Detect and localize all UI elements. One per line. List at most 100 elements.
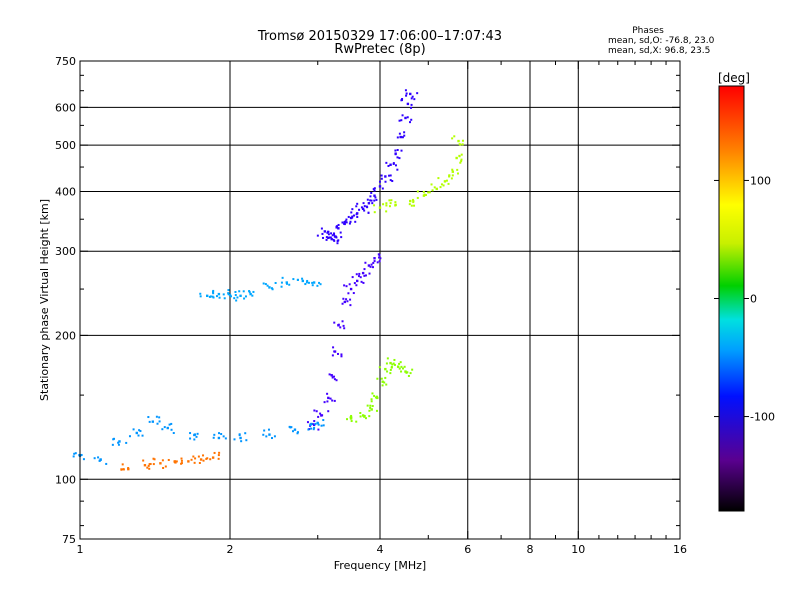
echo-point	[389, 202, 392, 205]
echo-point	[132, 428, 135, 431]
echo-point	[361, 414, 365, 417]
echo-point	[355, 420, 358, 423]
echo-point	[307, 281, 310, 284]
echo-point	[453, 135, 456, 138]
echo-point	[385, 383, 388, 386]
echo-point	[346, 418, 349, 421]
phases-heading: Phases	[632, 26, 664, 36]
echo-point	[240, 440, 243, 443]
echo-point	[147, 464, 150, 467]
echo-point	[280, 285, 283, 288]
echo-point	[423, 193, 426, 196]
echo-point	[433, 186, 436, 189]
echo-point	[328, 236, 331, 239]
echo-point	[343, 284, 346, 287]
echo-point	[307, 428, 310, 431]
echo-point	[373, 194, 376, 197]
echo-point	[373, 199, 376, 202]
echo-point	[268, 286, 271, 289]
echo-point	[398, 362, 401, 365]
echo-point	[199, 295, 202, 298]
echo-point	[344, 220, 347, 223]
echo-point	[192, 455, 195, 458]
echo-point	[347, 292, 350, 295]
echo-point	[211, 456, 215, 459]
echo-point	[363, 268, 366, 271]
echo-point	[301, 277, 304, 280]
echo-point	[445, 179, 448, 182]
echo-point	[327, 236, 330, 240]
echo-point	[392, 162, 395, 165]
echo-point	[412, 198, 415, 201]
echo-point	[363, 205, 366, 208]
echo-point	[326, 400, 329, 403]
echo-point	[385, 210, 388, 213]
echo-point	[378, 185, 382, 188]
echo-point	[262, 282, 265, 285]
echo-point	[416, 92, 419, 95]
echo-point	[394, 201, 397, 204]
echo-point	[328, 373, 331, 376]
echo-point	[410, 118, 413, 121]
echo-point	[458, 155, 461, 158]
echo-point	[451, 174, 454, 177]
echo-point	[410, 204, 413, 207]
echo-point	[292, 278, 295, 281]
echo-point	[398, 157, 401, 160]
echo-point	[394, 164, 397, 167]
echo-point	[364, 274, 367, 277]
echo-point	[448, 174, 451, 177]
echo-point	[233, 297, 236, 300]
echo-point	[396, 365, 400, 368]
echo-point	[358, 272, 361, 275]
echo-point	[193, 434, 196, 437]
echo-point	[411, 95, 414, 98]
echo-point	[319, 283, 322, 286]
echo-point	[332, 346, 335, 349]
echo-point	[235, 299, 238, 302]
echo-point	[378, 254, 381, 257]
echo-point	[385, 204, 388, 207]
echo-point	[401, 136, 404, 139]
echo-point	[314, 422, 317, 425]
phases-x-stats: mean, sd,X: 96.8, 23.5	[608, 46, 710, 56]
echo-point	[218, 432, 221, 435]
echo-point	[345, 221, 348, 224]
echo-point	[373, 211, 376, 214]
echo-point	[168, 423, 171, 426]
echo-point	[337, 239, 340, 242]
echo-point	[146, 466, 149, 469]
echo-point	[222, 293, 225, 296]
x-tick-label: 16	[673, 543, 687, 556]
echo-point	[457, 139, 460, 143]
echo-point	[461, 139, 464, 142]
echo-point	[238, 433, 241, 436]
echo-point	[331, 376, 334, 379]
echo-point	[451, 137, 454, 140]
echo-point	[409, 372, 412, 375]
echo-point	[296, 431, 299, 434]
echo-point	[248, 291, 251, 294]
echo-point	[127, 467, 130, 471]
echo-point	[333, 321, 336, 324]
echo-point	[189, 437, 192, 440]
echo-point	[320, 227, 323, 230]
echo-point	[396, 168, 399, 171]
echo-point	[363, 274, 366, 277]
echo-point	[311, 281, 314, 284]
echo-point	[212, 289, 215, 292]
echo-point	[135, 431, 138, 435]
echo-point	[370, 400, 373, 403]
echo-point	[213, 433, 216, 436]
echo-point	[403, 365, 406, 368]
echo-point	[373, 189, 376, 192]
echo-point	[374, 196, 377, 199]
colorbar-ticks: 100 0 -100	[714, 174, 775, 424]
echo-point	[148, 420, 151, 423]
echo-point	[289, 426, 292, 429]
colorbar-label: [deg]	[718, 71, 750, 85]
echo-point	[312, 423, 316, 427]
echo-point	[451, 170, 455, 173]
echo-point	[359, 415, 362, 418]
echo-point	[99, 458, 102, 461]
